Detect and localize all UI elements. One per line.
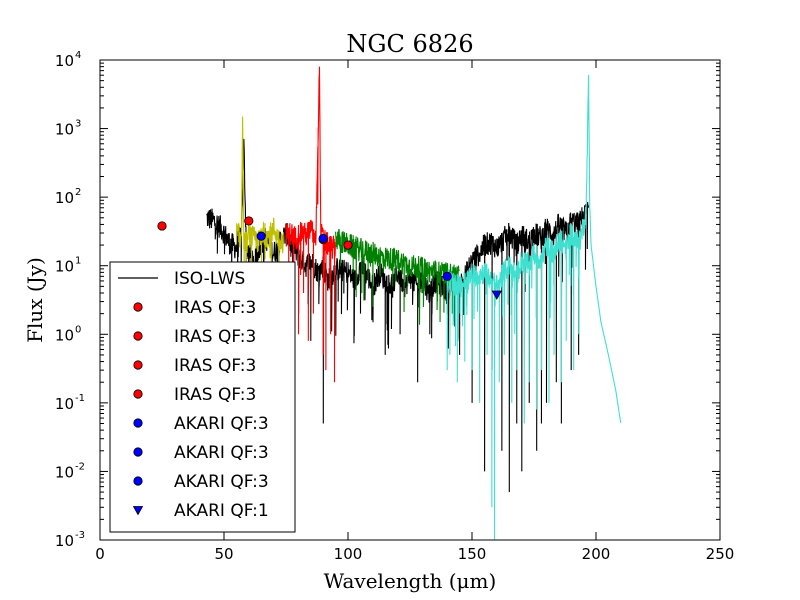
x-axis-label: Wavelength (μm): [324, 569, 497, 593]
y-tick-label-exponent: 0: [75, 324, 81, 335]
marker-iras-qf-3-5: [157, 221, 167, 231]
x-tick-label: 50: [214, 545, 233, 563]
marker-akari-qf-3-9: [256, 231, 266, 241]
legend-entry-iras-qf-3-2: IRAS QF:3: [133, 327, 256, 347]
x-tick-label: 200: [582, 545, 611, 563]
x-tick-label: 150: [458, 545, 487, 563]
y-tick-label-exponent: 4: [75, 50, 81, 61]
x-tick-label: 0: [95, 545, 105, 563]
y-tick-label-exponent: 3: [75, 119, 81, 130]
legend-label: AKARI QF:3: [174, 472, 269, 492]
legend-label: ISO-LWS: [174, 269, 245, 289]
legend-entry-iso-lws-0: ISO-LWS: [118, 269, 245, 289]
marker-layer: [157, 216, 502, 300]
marker-iras-qf-3-6: [244, 216, 254, 226]
series-red-segment: [285, 66, 336, 383]
legend-symbol: [133, 418, 143, 428]
legend-symbol: [133, 360, 143, 370]
series-green-segment: [335, 228, 460, 325]
y-tick-label-base: 10: [55, 52, 74, 70]
legend-entry-akari-qf-3-7: AKARI QF:3: [133, 472, 269, 492]
legend-label: AKARI QF:1: [174, 501, 269, 521]
y-tick-label-exponent: 1: [75, 256, 81, 267]
legend-label: AKARI QF:3: [174, 443, 269, 463]
legend-symbol: [133, 476, 143, 486]
legend-label: IRAS QF:3: [174, 356, 256, 376]
plot-frame: [99, 59, 721, 541]
chart-title: NGC 6826: [346, 30, 473, 58]
y-tick-label-base: 10: [55, 395, 74, 413]
y-axis-label: Flux (Jy): [23, 257, 47, 343]
legend-symbol: [133, 389, 143, 399]
y-tick-label-exponent: 2: [75, 187, 81, 198]
y-tick-label-base: 10: [55, 532, 74, 550]
legend-entry-iras-qf-3-3: IRAS QF:3: [133, 356, 256, 376]
legend-label: IRAS QF:3: [174, 327, 256, 347]
legend-symbol: [133, 331, 143, 341]
y-tick-label-exponent: -2: [75, 461, 85, 472]
legend-symbol: [133, 302, 143, 312]
legend-label: AKARI QF:3: [174, 414, 269, 434]
legend-label: IRAS QF:3: [174, 385, 256, 405]
x-axis-ticks: 0 50 100 150 200 250: [95, 60, 734, 563]
legend-entry-iras-qf-3-4: IRAS QF:3: [133, 385, 256, 405]
x-tick-label: 100: [334, 545, 363, 563]
marker-iras-qf-3-8: [343, 240, 353, 250]
y-tick-label-exponent: -1: [75, 393, 85, 404]
marker-akari-qf-1-12: [491, 290, 502, 300]
y-tick-label-base: 10: [55, 189, 74, 207]
legend-entry-akari-qf-3-6: AKARI QF:3: [133, 443, 269, 463]
y-tick-label-base: 10: [55, 121, 74, 139]
marker-akari-qf-3-10: [318, 233, 328, 244]
legend-entry-iras-qf-3-1: IRAS QF:3: [133, 298, 256, 318]
legend-entry-akari-qf-1-8: AKARI QF:1: [132, 501, 269, 521]
legend-label: IRAS QF:3: [174, 298, 256, 318]
legend-entry-akari-qf-3-5: AKARI QF:3: [133, 414, 269, 434]
y-tick-label-base: 10: [55, 463, 74, 481]
marker-akari-qf-3-11: [442, 271, 452, 281]
y-tick-label-base: 10: [55, 326, 74, 344]
legend: ISO-LWS IRAS QF:3 IRAS QF:3 IRAS QF:3 IRAS Q…: [109, 261, 296, 533]
y-tick-label-exponent: -3: [75, 530, 85, 541]
x-tick-label: 250: [706, 545, 735, 563]
y-tick-label-base: 10: [55, 258, 74, 276]
legend-symbol: [132, 506, 144, 516]
legend-symbol: [133, 447, 143, 457]
series-turquoise-segment: [446, 74, 622, 540]
